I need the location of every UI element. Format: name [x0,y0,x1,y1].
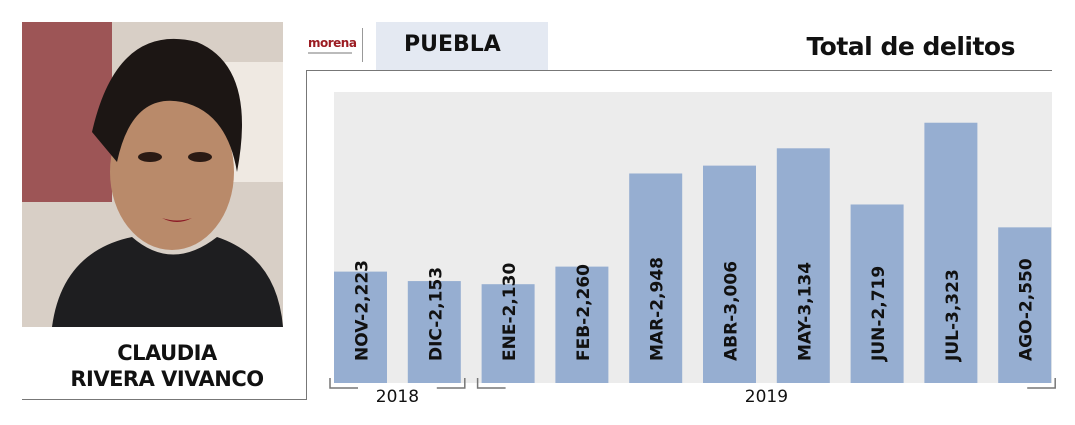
party-logo: morena [308,30,358,60]
bar-label-ene: ENE-2,130 [500,263,520,361]
bar-jun [850,204,904,383]
bar-mar [629,173,683,383]
bar-abr [703,165,756,383]
bar-label-jun: JUN-2,719 [869,266,889,362]
year-label-2018: 2018 [376,387,419,407]
bar-label-jul: JUL-3,323 [943,269,963,362]
bar-ago [998,227,1052,383]
bar-label-may: MAY-3,134 [795,262,815,361]
logo-separator [362,28,363,62]
bar-feb [555,266,609,383]
bar-label-dic: DIC-2,153 [426,267,446,361]
bar-label-feb: FEB-2,260 [574,264,594,361]
state-label: PUEBLA [404,32,501,57]
chart-title: Total de delitos [806,32,1015,61]
bar-label-abr: ABR-3,006 [722,261,742,361]
party-logo-tagline [308,52,352,54]
year-brackets: 2018 2019 [329,378,1056,407]
year-label-2019: 2019 [745,387,788,407]
bar-label-ago: AGO-2,550 [1017,258,1037,361]
panel-divider [306,70,307,400]
bar-ene [481,284,535,383]
year-bracket-2019 [476,378,1056,389]
bar-jul [924,122,978,384]
state-tab: PUEBLA [376,22,548,70]
person-name-line2: RIVERA VIVANCO [70,367,264,391]
year-bracket-2018 [329,378,466,389]
person-name: CLAUDIA RIVERA VIVANCO [22,340,312,392]
bar-dic [407,281,461,383]
bar-label-nov: NOV-2,223 [353,260,373,361]
bar-nov [334,271,387,383]
portrait-photo [22,22,283,327]
header-rule [306,70,1052,71]
caption-rule [22,399,306,400]
bar-series: NOV-2,223 DIC-2,153 ENE-2,130 FEB-2,260 MAR-… [334,122,1052,384]
bar-may [776,148,830,383]
bar-label-mar: MAR-2,948 [648,257,668,361]
person-name-line1: CLAUDIA [117,341,217,365]
party-logo-text: morena [308,36,357,50]
